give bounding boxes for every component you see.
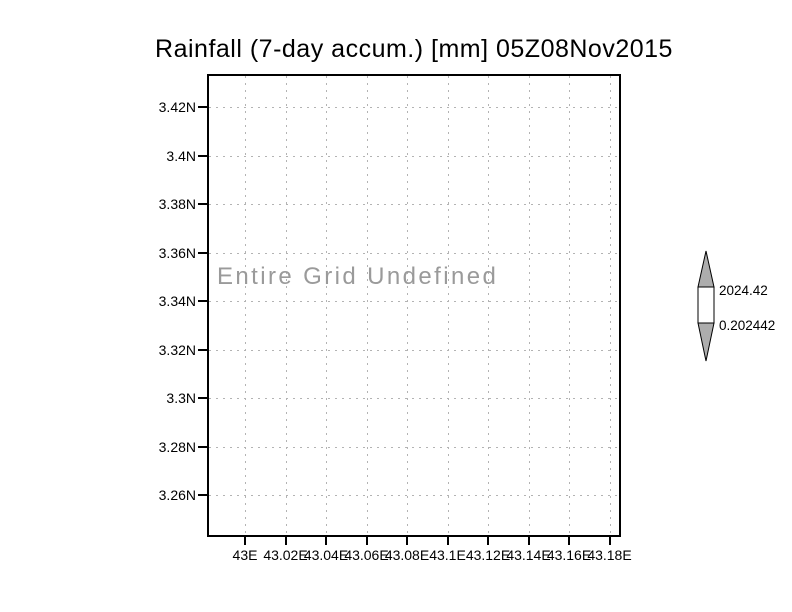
x-tick	[446, 537, 449, 545]
colorbar	[697, 250, 715, 362]
gridline-vertical	[245, 76, 246, 535]
y-tick-label: 3.32N	[158, 341, 196, 358]
x-tick	[487, 537, 489, 545]
y-tick	[198, 300, 207, 302]
x-tick	[568, 537, 570, 545]
y-tick	[198, 348, 207, 351]
x-tick-label: 43.14E	[506, 547, 551, 563]
plot-frame	[207, 74, 621, 537]
x-tick-label: 43.04E	[303, 547, 349, 563]
gridline-vertical	[326, 76, 327, 535]
x-tick	[608, 537, 611, 545]
colorbar-upper-arrow	[697, 250, 715, 288]
gridline-vertical	[609, 76, 611, 535]
x-tick	[284, 537, 287, 545]
x-tick-label: 43.1E	[429, 547, 466, 563]
y-tick	[198, 154, 207, 157]
x-tick-label: 43.16E	[546, 547, 592, 563]
gridline-horizontal	[209, 204, 619, 205]
y-tick-label: 3.28N	[158, 438, 196, 455]
y-tick-label: 3.4N	[166, 147, 196, 164]
colorbar-max-label: 2024.42	[719, 283, 768, 298]
y-tick	[198, 397, 207, 399]
x-tick	[244, 537, 246, 545]
y-tick	[198, 203, 207, 205]
y-tick-label: 3.36N	[158, 244, 196, 261]
y-tick-label: 3.26N	[158, 487, 196, 503]
x-tick	[406, 537, 408, 545]
gridline-vertical	[366, 76, 368, 535]
gridline-horizontal	[209, 155, 619, 157]
gridline-vertical	[447, 76, 449, 535]
colorbar-min-label: 0.202442	[719, 318, 776, 333]
x-tick	[325, 537, 327, 545]
gridline-horizontal	[209, 252, 619, 254]
gridline-horizontal	[209, 495, 619, 496]
colorbar-lower-arrow	[697, 322, 715, 362]
y-tick-label: 3.34N	[158, 293, 196, 309]
gridline-horizontal	[209, 107, 619, 108]
y-tick	[198, 106, 207, 108]
x-tick	[365, 537, 368, 545]
gridline-horizontal	[209, 398, 619, 399]
y-tick-label: 3.3N	[166, 390, 196, 406]
plot-title: Rainfall (7-day accum.) [mm] 05Z08Nov201…	[155, 35, 673, 63]
x-tick-label: 43.12E	[465, 547, 511, 563]
y-tick-label: 3.38N	[158, 196, 196, 212]
gridline-horizontal	[209, 446, 619, 448]
gridline-vertical	[488, 76, 489, 535]
x-tick-label: 43E	[232, 547, 258, 563]
y-tick	[198, 494, 207, 496]
colorbar-body	[697, 286, 715, 324]
x-tick-label: 43.02E	[263, 547, 308, 563]
gridline-horizontal	[209, 301, 619, 302]
y-tick	[198, 445, 207, 448]
undefined-grid-annotation: Entire Grid Undefined	[217, 263, 499, 290]
gridline-vertical	[407, 76, 408, 535]
gridline-vertical	[285, 76, 287, 535]
y-tick-label: 3.42N	[158, 99, 196, 115]
y-tick	[198, 251, 207, 254]
x-tick-label: 43.18E	[587, 547, 632, 563]
x-tick-label: 43.08E	[384, 547, 430, 563]
gridline-vertical	[569, 76, 570, 535]
x-tick	[527, 537, 530, 545]
x-tick-label: 43.06E	[344, 547, 389, 563]
gridline-vertical	[528, 76, 530, 535]
gridline-horizontal	[209, 349, 619, 351]
